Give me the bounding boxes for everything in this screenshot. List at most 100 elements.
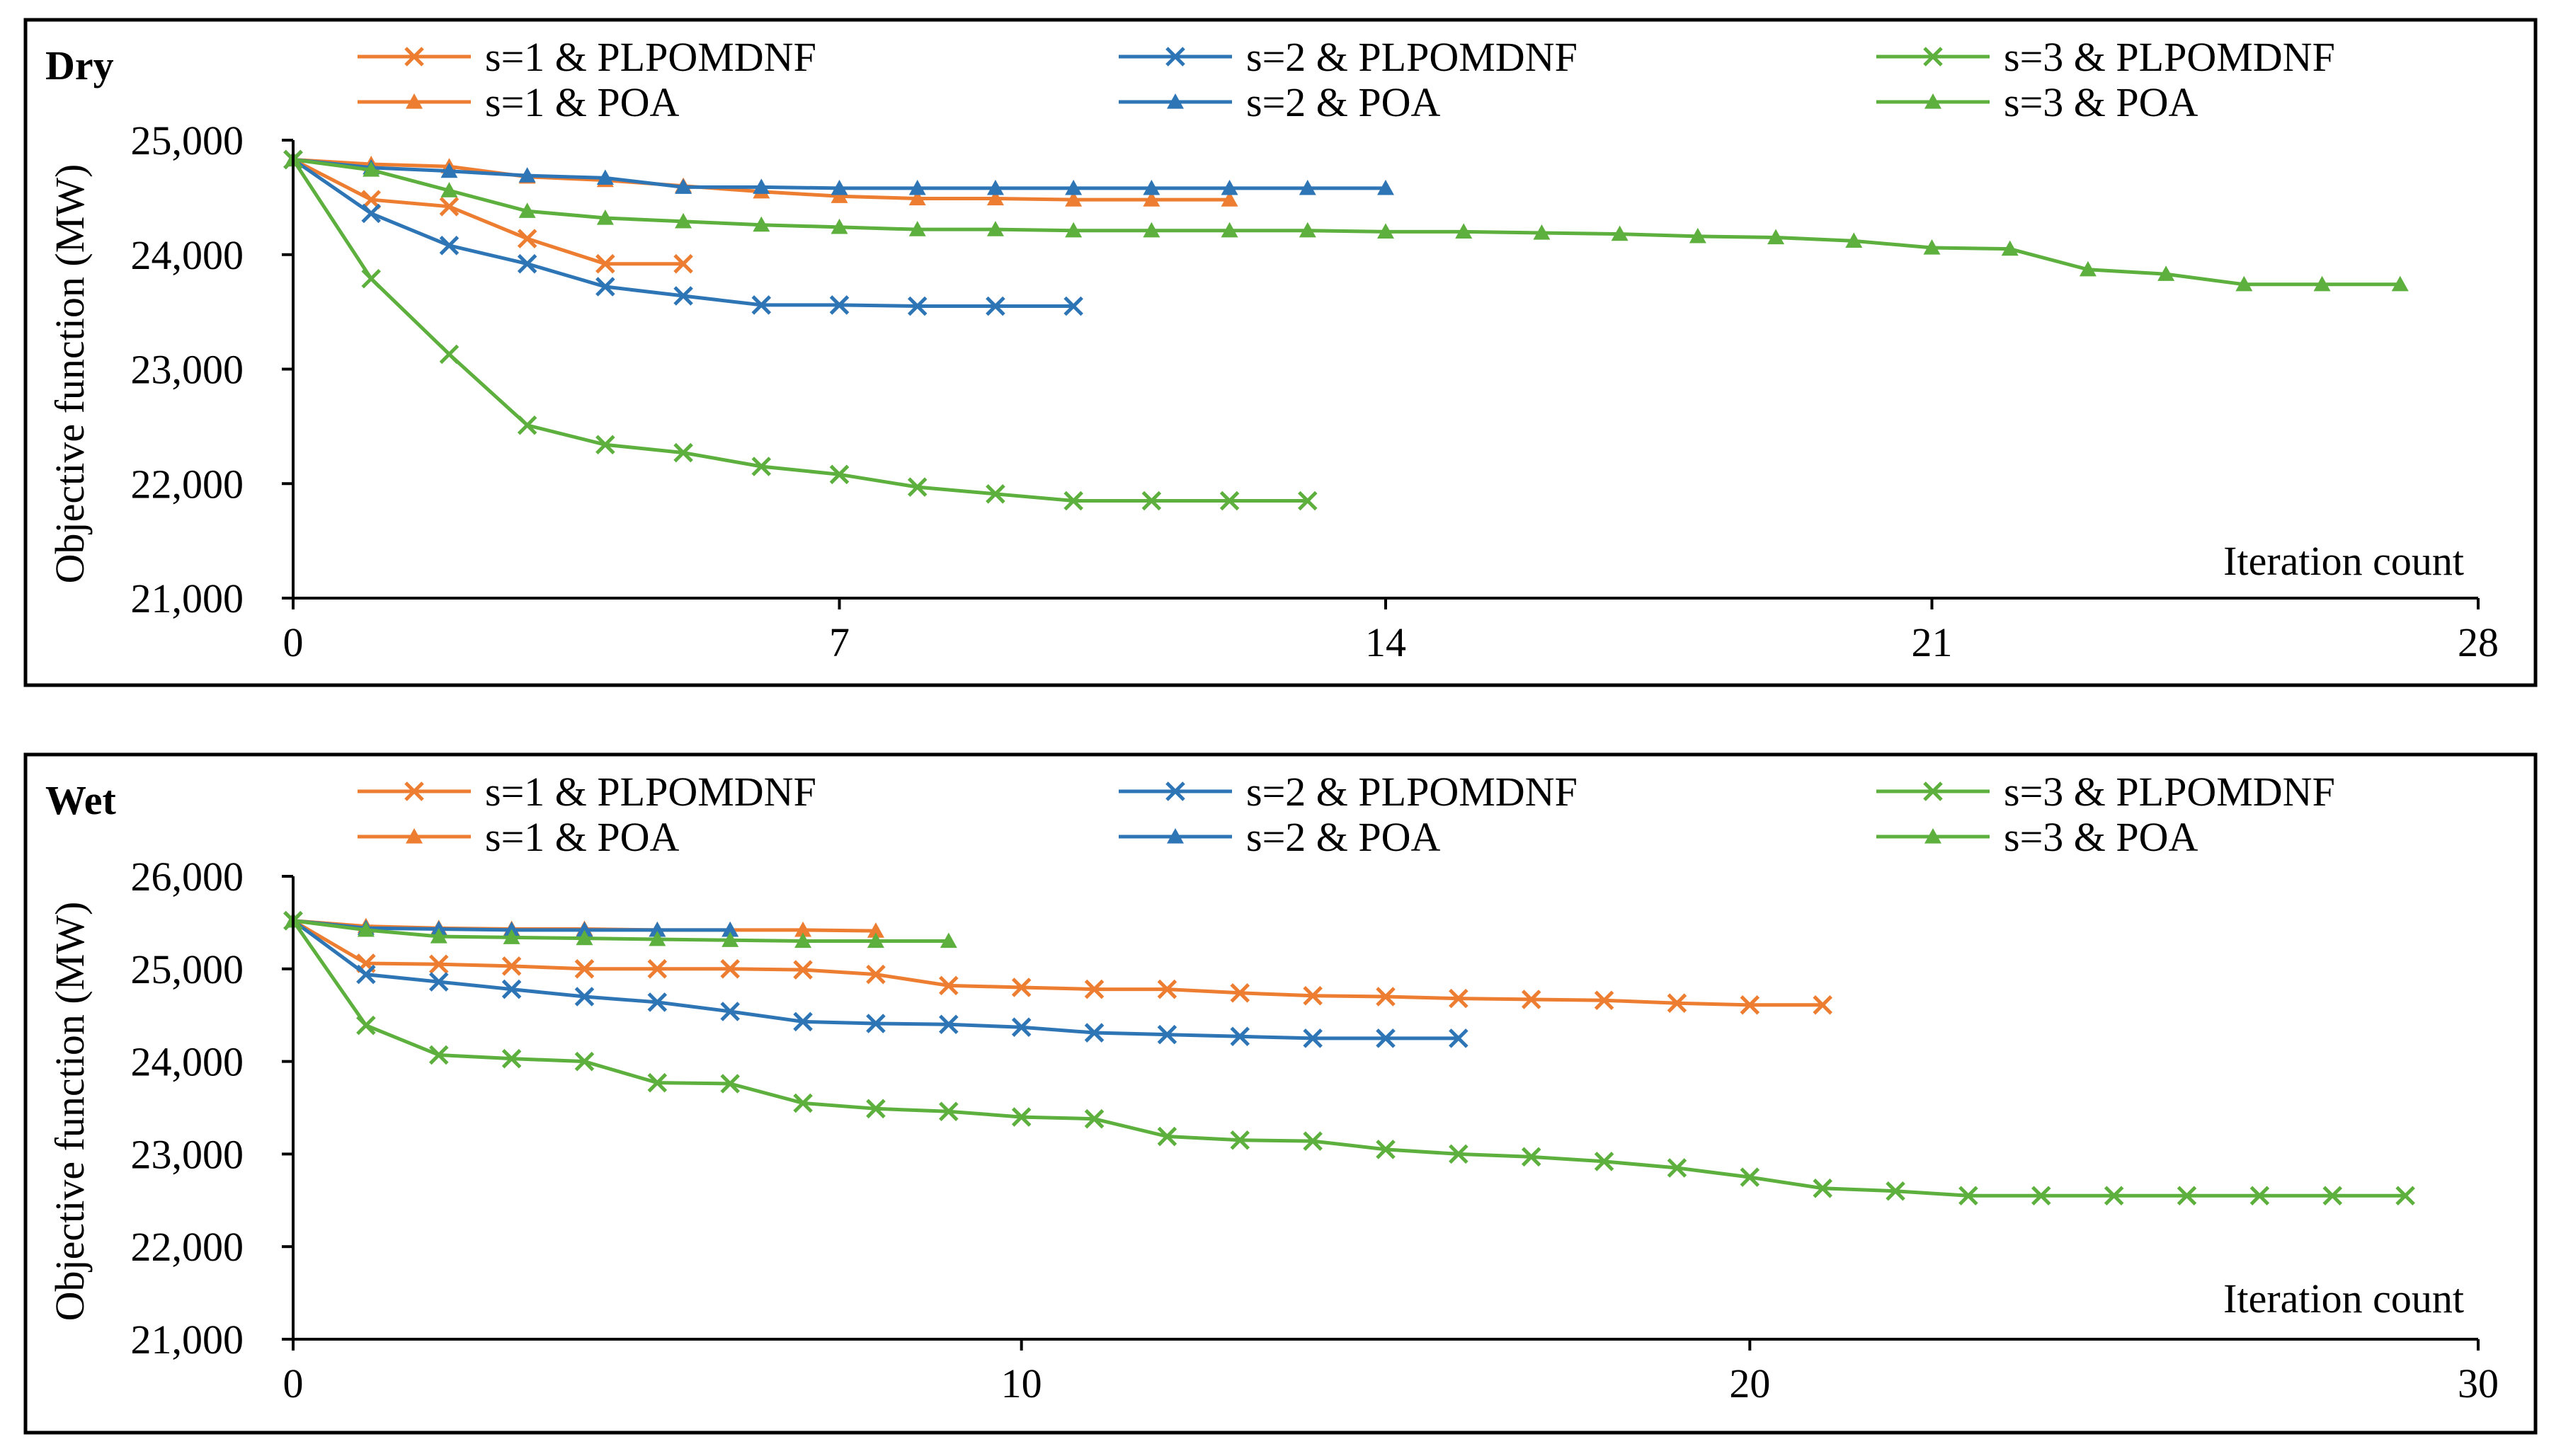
dry-legend-s-1-plpomdnf-label: s=1 & PLPOMDNF bbox=[485, 34, 816, 80]
wet-series-s-1-plpomdnf-point bbox=[1667, 993, 1687, 1013]
wet-series-s-3-poa-point bbox=[721, 932, 739, 947]
dry-legend-s-3-plpomdnf: s=3 & PLPOMDNF bbox=[1876, 34, 2335, 80]
wet-y-tick-label: 24,000 bbox=[131, 1039, 244, 1085]
wet-series-s-2-plpomdnf-point bbox=[356, 964, 376, 985]
wet-y-tick-label: 25,000 bbox=[131, 946, 244, 992]
dry-series-s-3-poa-point bbox=[2391, 275, 2409, 292]
dry-series-s-2-poa-point bbox=[518, 167, 536, 183]
dry-series-s-3-poa-line bbox=[292, 158, 2400, 287]
wet-series-s-3-plpomdnf-point bbox=[1740, 1167, 1760, 1187]
wet-series-s-3-poa-point bbox=[503, 929, 520, 944]
wet-series-s-2-plpomdnf-point bbox=[574, 987, 595, 1007]
wet-y-tick-label: 23,000 bbox=[131, 1131, 244, 1177]
wet-series-s-1-plpomdnf-point bbox=[574, 959, 595, 979]
wet-legend-s-1-poa-marker bbox=[406, 828, 423, 844]
dry-series-s-2-plpomdnf-point bbox=[986, 296, 1005, 316]
wet-y-tick-label: 21,000 bbox=[131, 1317, 244, 1363]
wet-series-s-3-plpomdnf bbox=[283, 911, 2415, 1206]
wet-series-s-1-plpomdnf-point bbox=[1157, 979, 1177, 999]
dry-series-s-3-poa-point bbox=[596, 209, 614, 225]
dry-series-s-3-plpomdnf-point bbox=[439, 344, 460, 365]
wet-chart-title: Wet bbox=[45, 777, 117, 823]
wet-series-s-1-poa-point bbox=[794, 921, 812, 937]
dry-series-layer bbox=[283, 149, 2409, 511]
dry-series-s-3-plpomdnf-point bbox=[1063, 491, 1083, 511]
wet-x-axis-title: Iteration count bbox=[2223, 1276, 2464, 1322]
dry-series-s-3-poa-point bbox=[2157, 265, 2175, 281]
dry-series-s-1-poa-point bbox=[1143, 191, 1160, 207]
wet-series-s-1-plpomdnf-point bbox=[1449, 988, 1468, 1009]
wet-series-s-3-plpomdnf-point bbox=[1230, 1130, 1250, 1150]
wet-series-s-2-poa-point bbox=[576, 921, 593, 937]
wet-series-s-1-plpomdnf-point bbox=[1594, 990, 1614, 1011]
wet-series-s-2-plpomdnf-point bbox=[428, 972, 449, 992]
wet-legend-s-2-poa-marker bbox=[1167, 828, 1184, 844]
dry-series-s-2-poa-point bbox=[596, 169, 614, 185]
wet-series-s-1-plpomdnf-point bbox=[720, 959, 740, 979]
wet-series-s-2-plpomdnf-point bbox=[1376, 1028, 1396, 1048]
dry-series-s-3-poa-point bbox=[1221, 222, 1238, 238]
wet-series-s-3-plpomdnf-point bbox=[866, 1099, 886, 1119]
wet-series-s-3-plpomdnf-line bbox=[291, 919, 2406, 1198]
dry-legend-s-3-plpomdnf-label: s=3 & PLPOMDNF bbox=[2004, 34, 2335, 80]
dry-y-tick-label: 23,000 bbox=[131, 347, 244, 393]
dry-series-s-3-plpomdnf-point bbox=[673, 442, 693, 463]
wet-series-s-3-plpomdnf-point bbox=[1813, 1179, 1832, 1198]
dry-series-s-2-poa-point bbox=[986, 179, 1004, 195]
dry-legend-s-1-poa-label: s=1 & POA bbox=[485, 79, 680, 125]
dry-series-s-3-poa-point bbox=[831, 218, 848, 234]
wet-series-s-1-plpomdnf-point bbox=[1011, 978, 1032, 997]
wet-series-s-3-poa-point bbox=[867, 932, 884, 948]
wet-series-s-1-plpomdnf-point bbox=[866, 964, 886, 985]
dry-axes: 21,000 22,000 23,000 24,000 25,000 0 7 14 21 28 bbox=[131, 117, 2499, 665]
dry-series-s-2-poa-point bbox=[908, 179, 926, 195]
wet-series-s-1-plpomdnf-point bbox=[1740, 995, 1760, 1015]
wet-series-s-2-poa-point bbox=[649, 921, 666, 937]
wet-series-s-1-poa-point bbox=[867, 922, 884, 938]
wet-series-s-3-plpomdnf-point bbox=[1376, 1140, 1396, 1159]
wet-series-s-3-poa-line bbox=[292, 919, 949, 944]
dry-series-s-1-plpomdnf-line bbox=[292, 158, 684, 266]
dry-series-s-3-poa-point bbox=[2235, 275, 2253, 292]
wet-series-s-1-plpomdnf-point bbox=[1521, 990, 1541, 1009]
dry-legend-s-3-poa: s=3 & POA bbox=[1876, 79, 2198, 125]
dry-series-s-1-poa-point bbox=[986, 190, 1004, 206]
wet-series-s-3-poa-point bbox=[794, 932, 812, 948]
wet-legend-s-3-plpomdnf-marker bbox=[1923, 781, 1943, 801]
wet-series-s-3-plpomdnf-point bbox=[2249, 1186, 2270, 1206]
dry-series-s-3-poa-point bbox=[1065, 222, 1083, 238]
dry-chart-border bbox=[23, 18, 2538, 687]
wet-series-s-3-plpomdnf-point bbox=[1521, 1147, 1541, 1167]
wet-legend-s-3-plpomdnf: s=3 & PLPOMDNF bbox=[1876, 769, 2335, 815]
wet-series-s-2-plpomdnf-point bbox=[939, 1014, 959, 1035]
dry-series-s-2-poa-point bbox=[1065, 179, 1083, 195]
dry-series-s-1-poa-point bbox=[831, 188, 848, 203]
wet-legend: s=1 & PLPOMDNF s=2 & PLPOMDNF s=3 & PLPOMD… bbox=[358, 769, 2335, 860]
dry-series-s-1-poa-point bbox=[1221, 191, 1238, 207]
dry-series-s-2-plpomdnf-point bbox=[829, 295, 850, 315]
wet-legend-s-2-poa: s=2 & POA bbox=[1119, 814, 1441, 860]
wet-series-s-2-plpomdnf-point bbox=[720, 1002, 740, 1021]
wet-series-s-3-plpomdnf-point bbox=[428, 1045, 449, 1065]
dry-y-tick-label: 21,000 bbox=[131, 575, 244, 621]
wet-series-s-1-plpomdnf-point bbox=[939, 975, 959, 996]
dry-series-s-3-plpomdnf-point bbox=[595, 435, 615, 455]
dry-series-s-2-poa-point bbox=[1377, 179, 1394, 195]
dry-series-s-2-plpomdnf-point bbox=[517, 253, 537, 274]
wet-series-s-1-plpomdnf-point bbox=[1376, 987, 1396, 1007]
wet-legend-s-3-poa-marker bbox=[1924, 828, 1941, 844]
dry-series-s-2-poa-point bbox=[1143, 179, 1160, 195]
wet-x-tick-label: 20 bbox=[1729, 1360, 1770, 1406]
dry-series-s-3-poa-point bbox=[908, 221, 926, 236]
dry-series-s-3-plpomdnf-line bbox=[291, 159, 1308, 503]
wet-series-s-3-poa-point bbox=[430, 928, 447, 944]
wet-series-s-3-poa-point bbox=[649, 930, 666, 946]
dry-legend-s-1-poa: s=1 & POA bbox=[358, 79, 680, 125]
dry-legend-s-3-poa-label: s=3 & POA bbox=[2004, 79, 2198, 125]
dry-y-axis-title: Objective function (MW) bbox=[47, 164, 93, 584]
wet-series-s-3-plpomdnf-point bbox=[1886, 1181, 1905, 1201]
wet-legend-s-1-poa: s=1 & POA bbox=[358, 814, 680, 860]
wet-series-s-2-plpomdnf-point bbox=[793, 1011, 813, 1032]
dry-series-s-3-plpomdnf-point bbox=[517, 415, 537, 435]
